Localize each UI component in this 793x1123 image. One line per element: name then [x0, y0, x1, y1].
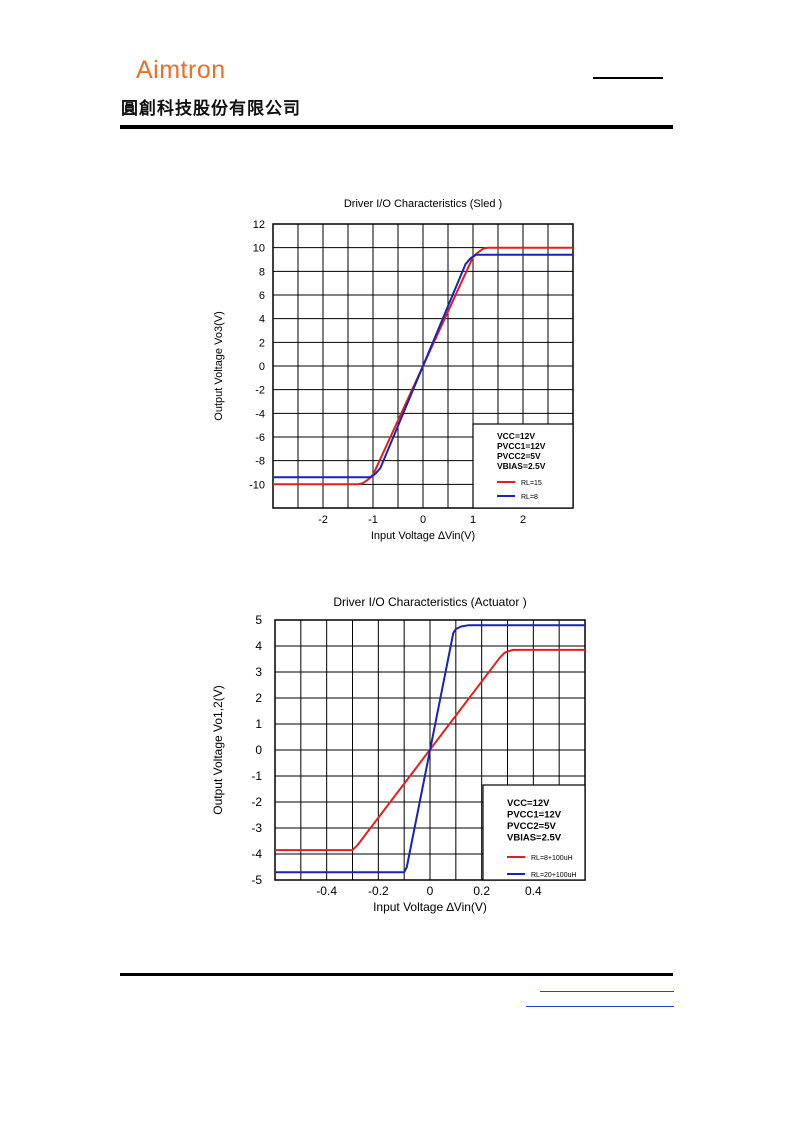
legend-entry: RL=20+100uH	[531, 872, 577, 879]
footer-link-1[interactable]	[540, 991, 674, 992]
series-line	[275, 648, 585, 852]
logo-text: Aimtron	[136, 56, 226, 84]
legend-box	[472, 423, 574, 509]
condition-text: VCC=12V	[507, 798, 550, 809]
y-tick-label: 10	[253, 243, 265, 255]
footer-link-2[interactable]	[526, 1006, 674, 1007]
y-tick-label: 2	[259, 337, 265, 349]
condition-text: PVCC2=5V	[497, 451, 541, 461]
y-axis-label: Output Voltage Vo1,2(V)	[211, 685, 225, 814]
header-rule	[120, 125, 673, 129]
y-axis-label: Output Voltage Vo3(V)	[213, 311, 225, 420]
y-tick-label: -10	[249, 479, 265, 491]
condition-text: VBIAS=2.5V	[497, 461, 546, 471]
y-tick-label: -2	[255, 385, 265, 397]
x-tick-label: 2	[520, 514, 526, 526]
legend-entry: RL=8	[521, 494, 538, 501]
condition-text: VCC=12V	[497, 431, 535, 441]
company-name-chinese: 圓創科技股份有限公司	[121, 99, 301, 119]
footer-rule	[120, 973, 673, 976]
actuator-io-chart: Driver I/O Characteristics (Actuator ) 5 4…	[211, 595, 586, 914]
x-axis-label: Input Voltage ∆Vin(V)	[373, 900, 487, 914]
x-tick-label: 0.4	[525, 884, 542, 898]
series-line	[275, 624, 585, 874]
y-tick-label: -1	[251, 769, 262, 783]
y-tick-label: 6	[259, 290, 265, 302]
condition-text: PVCC1=12V	[507, 810, 562, 821]
y-tick-label: 12	[253, 219, 265, 231]
y-tick-label: -4	[255, 408, 265, 420]
y-tick-label: 1	[255, 717, 262, 731]
x-tick-label: 1	[470, 514, 476, 526]
series-line	[273, 253, 573, 479]
condition-text: PVCC1=12V	[497, 441, 546, 451]
y-tick-label: -5	[251, 873, 262, 887]
y-tick-label: -4	[251, 847, 262, 861]
company-logo: Aimtron	[136, 58, 226, 83]
legend-box	[482, 784, 586, 881]
x-axis-label: Input Voltage ∆Vin(V)	[371, 530, 475, 542]
y-tick-label: 8	[259, 266, 265, 278]
y-tick-label: -6	[255, 432, 265, 444]
chart-title: Driver I/O Characteristics (Actuator )	[333, 595, 526, 609]
y-tick-label: 5	[255, 613, 262, 627]
y-tick-label: 2	[255, 691, 262, 705]
y-tick-label: 0	[255, 743, 262, 757]
x-tick-label: 0	[420, 514, 426, 526]
x-tick-label: 0.2	[473, 884, 490, 898]
sled-io-chart: Driver I/O Characteristics (Sled )121086…	[213, 198, 574, 542]
y-tick-label: -2	[251, 795, 262, 809]
header-top-right-line	[593, 77, 663, 79]
y-tick-label: -3	[251, 821, 262, 835]
x-tick-label: -0.2	[368, 884, 389, 898]
legend-entry: RL=15	[521, 480, 542, 487]
x-tick-label: -1	[368, 514, 378, 526]
condition-text: PVCC2=5V	[507, 821, 557, 832]
condition-text: VBIAS=2.5V	[507, 833, 562, 844]
chart-title: Driver I/O Characteristics (Sled )	[344, 198, 502, 210]
x-tick-label: 0	[427, 884, 434, 898]
y-tick-label: 4	[259, 314, 265, 326]
x-tick-label: -0.4	[316, 884, 337, 898]
y-tick-label: -8	[255, 456, 265, 468]
legend-entry: RL=8+100uH	[531, 855, 573, 862]
y-tick-label: 3	[255, 665, 262, 679]
y-tick-label: 4	[255, 639, 262, 653]
x-tick-label: -2	[318, 514, 328, 526]
y-tick-label: 0	[259, 361, 265, 373]
